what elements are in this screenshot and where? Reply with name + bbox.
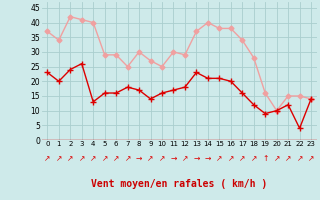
Text: ↗: ↗: [182, 154, 188, 163]
Text: ↑: ↑: [262, 154, 268, 163]
Text: ↗: ↗: [228, 154, 234, 163]
Text: →: →: [205, 154, 211, 163]
Text: ↗: ↗: [147, 154, 154, 163]
Text: ↗: ↗: [274, 154, 280, 163]
Text: ↗: ↗: [296, 154, 303, 163]
Text: ↗: ↗: [159, 154, 165, 163]
Text: →: →: [170, 154, 177, 163]
Text: ↗: ↗: [101, 154, 108, 163]
Text: →: →: [136, 154, 142, 163]
Text: ↗: ↗: [90, 154, 96, 163]
Text: Vent moyen/en rafales ( km/h ): Vent moyen/en rafales ( km/h ): [91, 179, 267, 189]
Text: ↗: ↗: [113, 154, 119, 163]
Text: ↗: ↗: [285, 154, 291, 163]
Text: ↗: ↗: [124, 154, 131, 163]
Text: ↗: ↗: [251, 154, 257, 163]
Text: ↗: ↗: [216, 154, 222, 163]
Text: ↗: ↗: [78, 154, 85, 163]
Text: ↗: ↗: [67, 154, 74, 163]
Text: →: →: [193, 154, 200, 163]
Text: ↗: ↗: [56, 154, 62, 163]
Text: ↗: ↗: [44, 154, 51, 163]
Text: ↗: ↗: [239, 154, 245, 163]
Text: ↗: ↗: [308, 154, 314, 163]
